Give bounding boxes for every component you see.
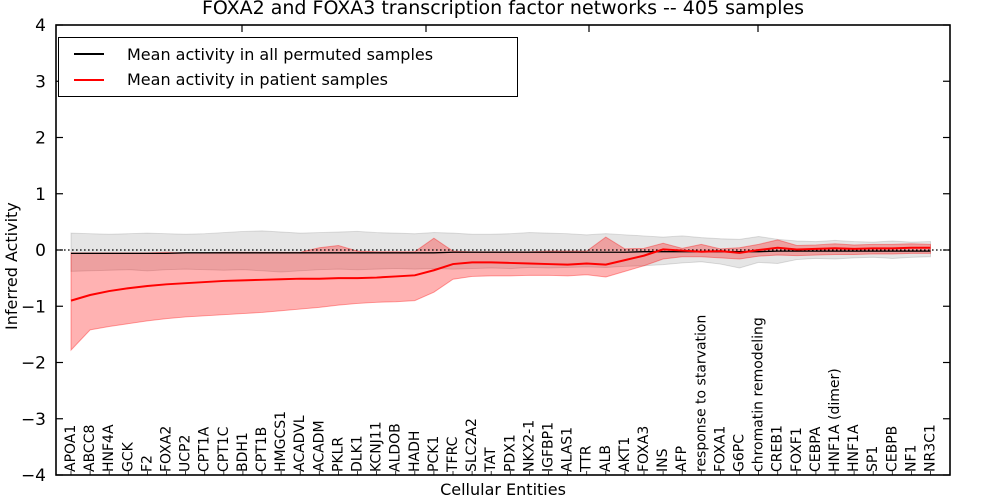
x-tick-label: TAT xyxy=(483,447,499,473)
y-tick-label: 3 xyxy=(35,72,46,92)
x-tick-label: ALAS1 xyxy=(560,427,576,472)
x-tick-label: HNF1A (dimer) xyxy=(827,368,843,472)
x-tick-label: ACADVL xyxy=(292,415,308,472)
y-tick-label: −1 xyxy=(21,297,46,317)
x-tick-label: CPT1A xyxy=(197,426,213,472)
y-tick-label: 4 xyxy=(35,16,46,36)
x-tick-label: CEBPA xyxy=(808,426,824,472)
x-tick-label: FOXF1 xyxy=(789,427,805,472)
x-tick-label: KCNJ11 xyxy=(369,421,385,472)
chart-title: FOXA2 and FOXA3 transcription factor net… xyxy=(201,0,805,19)
x-axis-label: Cellular Entities xyxy=(440,480,566,499)
x-tick-label: FOXA1 xyxy=(712,426,728,472)
x-tick-label: PKLR xyxy=(330,437,346,472)
x-tick-label: PCK1 xyxy=(426,436,442,472)
x-tick-label: HNF4A xyxy=(101,424,117,472)
x-tick-label: HADH xyxy=(407,431,423,472)
y-tick-label: 1 xyxy=(35,185,46,205)
x-tick-label: AFP xyxy=(674,446,690,472)
legend: Mean activity in all permuted samples Me… xyxy=(58,37,518,97)
x-tick-label: CPT1B xyxy=(254,427,270,472)
x-tick-label: PDX1 xyxy=(502,434,518,472)
x-tick-label: DLK1 xyxy=(350,435,366,472)
x-tick-label: ALDOB xyxy=(388,423,404,472)
permuted-band-area xyxy=(70,230,931,273)
x-tick-label: NKX2-1 xyxy=(521,420,537,472)
patient-line-swatch xyxy=(74,78,104,81)
x-tick-label: FOXA3 xyxy=(636,426,652,472)
x-tick-label: ALB xyxy=(598,445,614,472)
x-tick-label: CREB1 xyxy=(770,425,786,472)
x-tick-label: SLC2A2 xyxy=(464,418,480,472)
x-tick-label: UCP2 xyxy=(178,435,194,472)
y-tick-label: 0 xyxy=(35,241,46,261)
y-tick-label: 2 xyxy=(35,129,46,149)
patient-mean-line xyxy=(70,246,931,302)
legend-item-patient: Mean activity in patient samples xyxy=(74,70,517,89)
legend-label: Mean activity in patient samples xyxy=(127,70,388,90)
x-tick-label: HMGCS1 xyxy=(273,411,289,472)
x-tick-label: ABCC8 xyxy=(82,425,98,472)
legend-label: Mean activity in all permuted samples xyxy=(127,44,434,64)
permuted-mean-line xyxy=(71,250,931,255)
x-tick-label: NR3C1 xyxy=(923,424,939,472)
x-tick-label: IGFBP1 xyxy=(541,422,557,472)
x-tick-label: APOA1 xyxy=(63,425,79,472)
legend-item-permuted: Mean activity in all permuted samples xyxy=(74,45,517,64)
x-tick-label: G6PC xyxy=(732,434,748,472)
x-tick-label: INS xyxy=(655,448,671,472)
y-axis-label: Inferred Activity xyxy=(2,202,21,330)
x-tick-label: NF1 xyxy=(903,445,919,472)
y-tick-label: −3 xyxy=(21,410,46,430)
x-tick-label: TFRC xyxy=(445,436,461,473)
x-tick-label: response to starvation xyxy=(693,315,709,472)
y-tick-label: −4 xyxy=(21,466,46,486)
y-tick-label: −2 xyxy=(21,354,46,374)
x-tick-label: HNF1A xyxy=(846,424,862,472)
x-tick-label: chromatin remodeling xyxy=(751,317,767,472)
x-tick-label: FOXA2 xyxy=(159,426,175,472)
x-tick-label: CEBPB xyxy=(884,426,900,472)
x-tick-label: SP1 xyxy=(865,446,881,472)
x-tick-label: ACADM xyxy=(311,420,327,472)
x-tick-label: TTR xyxy=(579,445,595,473)
permuted-line-swatch xyxy=(74,53,104,56)
x-tick-label: GCK xyxy=(120,441,136,472)
x-tick-label: CPT1C xyxy=(216,426,232,472)
patient-band-area xyxy=(70,236,931,352)
x-tick-label: AKT1 xyxy=(617,437,633,472)
x-tick-label: BDH1 xyxy=(235,432,251,472)
x-tick-label: F2 xyxy=(139,455,155,472)
